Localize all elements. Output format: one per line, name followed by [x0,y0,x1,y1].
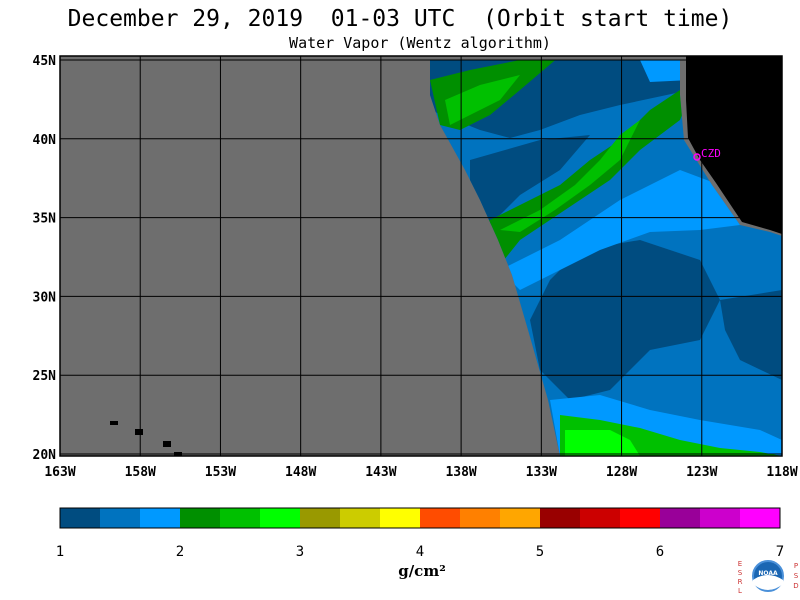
colorbar-swatch [340,508,381,528]
colorbar-swatch [500,508,541,528]
longitude-label: 118W [766,465,797,480]
colorbar-swatch [60,508,101,528]
colorbar-swatch [260,508,301,528]
colorbar-swatch [380,508,421,528]
colorbar-swatch [660,508,701,528]
longitude-label: 163W [44,465,75,480]
colorbar-tick-labels: 1 2 3 4 5 6 7 [56,544,784,560]
latitude-label: 35N [33,212,57,227]
colorbar-swatch [300,508,341,528]
colorbar-tick-label: 3 [296,544,304,560]
latitude-label: 30N [33,290,57,305]
latitude-label: 40N [33,133,57,148]
logo-center-text: NOAA [758,570,778,577]
map-title: December 29, 2019 01-03 UTC (Orbit start… [67,6,733,32]
logo-letter-left: E [738,560,742,568]
longitude-label: 138W [445,465,476,480]
latitude-label: 20N [33,448,57,463]
colorbar-swatch [580,508,621,528]
land-mass [686,56,782,234]
station-label: CZD [701,147,721,160]
latitude-label: 25N [33,369,57,384]
station-marker: CZD [693,147,721,161]
longitude-label: 133W [526,465,557,480]
colorbar-swatch [220,508,261,528]
longitude-label: 158W [125,465,156,480]
logo-letter-right: P [794,562,798,570]
colorbar-tick-label: 1 [56,544,64,560]
colorbar-tick-label: 4 [416,544,424,560]
map-border [59,55,783,457]
colorbar-tick-label: 5 [536,544,544,560]
longitude-label: 143W [365,465,396,480]
colorbar-swatch [620,508,661,528]
colorbar-border [59,507,781,529]
colorbar-tick-label: 7 [776,544,784,560]
colorbar-tick-label: 2 [176,544,184,560]
logo-letter-right: S [794,572,799,580]
colorbar-tick-label: 6 [656,544,664,560]
longitude-label: 128W [606,465,637,480]
colorbar-swatch [180,508,221,528]
logo-letter-right: D [793,582,798,590]
colorbar-swatch [740,508,781,528]
latitude-labels: 45N 40N 35N 30N 25N 20N [33,54,57,463]
longitude-label: 148W [285,465,316,480]
colorbar [59,507,781,529]
logo-letter-left: R [738,578,743,586]
colorbar-swatch [100,508,141,528]
colorbar-swatch [140,508,181,528]
logo-letter-left: S [738,569,743,577]
colorbar-swatch [420,508,461,528]
longitude-label: 153W [205,465,236,480]
colorbar-swatch [700,508,741,528]
longitude-label: 123W [686,465,717,480]
colorbar-swatch [460,508,501,528]
logo-letter-left: L [738,587,742,595]
longitude-labels: 163W 158W 153W 148W 143W 138W 133W 128W 123W 118W [44,465,797,480]
colorbar-swatch [540,508,581,528]
colorbar-unit: g/cm² [398,562,446,580]
map-subtitle: Water Vapor (Wentz algorithm) [289,34,551,52]
latitude-label: 45N [33,54,57,69]
